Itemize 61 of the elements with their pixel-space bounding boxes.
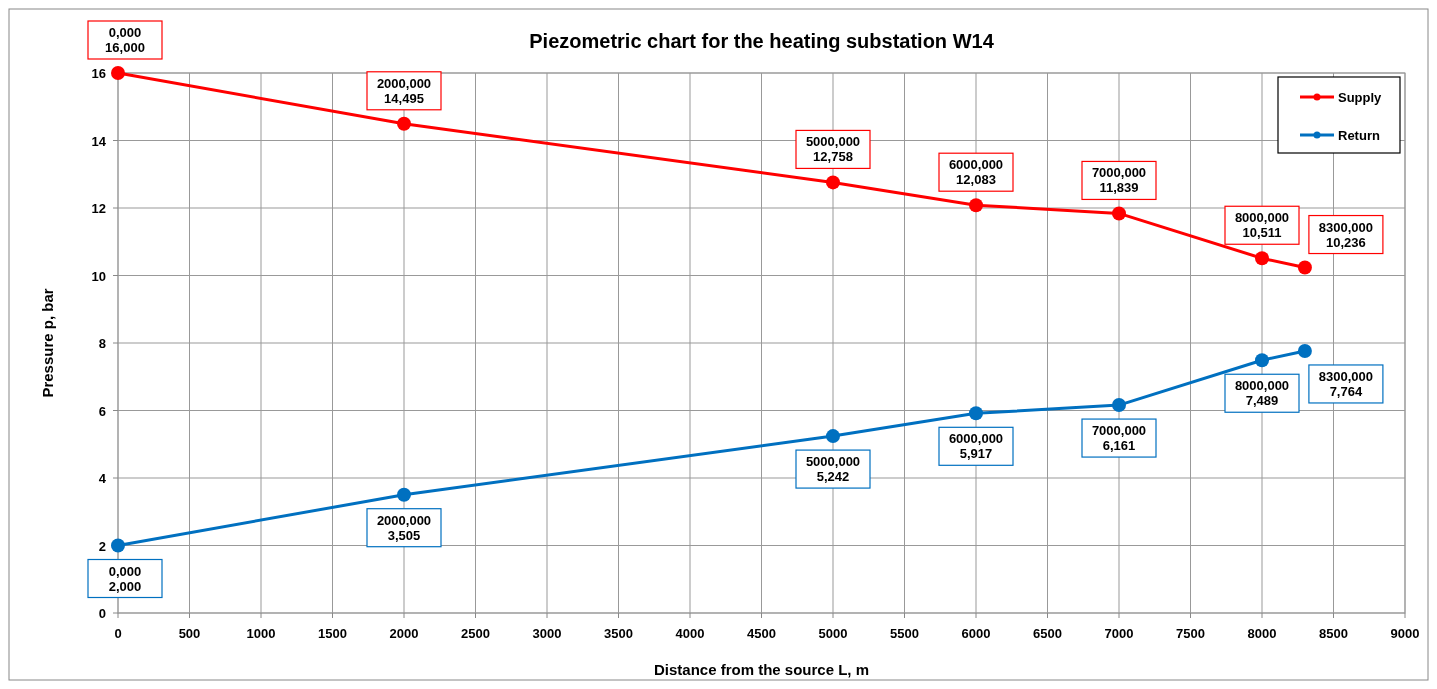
point <box>397 487 411 502</box>
x-tick-label: 8500 <box>1319 626 1348 641</box>
x-tick-label: 2500 <box>461 626 490 641</box>
y-tick-label: 4 <box>98 471 107 486</box>
x-tick-label: 4000 <box>675 626 705 641</box>
point <box>397 116 411 131</box>
point <box>969 406 983 421</box>
point <box>969 198 983 213</box>
x-tick-label: 2000 <box>389 626 419 641</box>
point <box>1255 353 1269 368</box>
y-tick-label: 6 <box>98 403 106 419</box>
point <box>1112 398 1126 413</box>
y-tick-label: 10 <box>91 268 106 284</box>
x-axis-title: Distance from the source L, m <box>653 661 870 678</box>
y-axis-title: Pressure p, bar <box>39 288 56 398</box>
data-label: 6000,000 5,917 <box>948 431 1004 462</box>
data-label: 0,000 2,000 <box>108 563 142 594</box>
point <box>111 538 125 553</box>
chart-title: Piezometric chart for the heating substation W14 <box>529 30 995 52</box>
x-tick-label: 4500 <box>747 626 776 641</box>
x-tick-label: 5000 <box>818 626 848 641</box>
x-tick-label: 500 <box>178 626 201 641</box>
data-label: 8000,000 7,489 <box>1234 378 1290 409</box>
point <box>826 175 840 190</box>
data-label: 5000,000 5,242 <box>805 454 861 485</box>
y-tick-label: 2 <box>98 538 106 554</box>
x-tick-label: 1500 <box>318 626 347 641</box>
x-tick-label: 7500 <box>1176 626 1205 641</box>
x-tick-label: 0 <box>114 626 122 641</box>
point <box>111 66 125 80</box>
legend-label: Return <box>1338 128 1380 143</box>
data-label: 5000,000 12,758 <box>805 134 861 165</box>
point <box>826 429 840 444</box>
legend-label: Supply <box>1338 90 1383 105</box>
x-tick-label: 7000 <box>1104 626 1134 641</box>
point <box>1112 206 1126 221</box>
y-tick-label: 16 <box>91 66 106 81</box>
data-label: 8300,000 10,236 <box>1318 219 1374 250</box>
data-label: 8300,000 7,764 <box>1318 368 1374 399</box>
data-label: 6000,000 12,083 <box>948 157 1004 188</box>
data-label: 8000,000 10,511 <box>1234 210 1290 241</box>
x-tick-label: 3500 <box>604 626 633 641</box>
data-label: 0,000 16,000 <box>105 25 145 55</box>
y-tick-label: 8 <box>98 336 106 351</box>
point <box>1255 251 1269 266</box>
data-label: 7000,000 6,161 <box>1091 423 1147 454</box>
x-tick-label: 3000 <box>532 626 562 641</box>
x-tick-label: 8000 <box>1247 626 1277 641</box>
data-label: 2000,000 3,505 <box>376 512 432 543</box>
y-tick-label: 0 <box>98 606 106 621</box>
y-tick-label: 14 <box>91 133 107 149</box>
data-label: 2000,000 14,495 <box>376 75 432 106</box>
x-tick-label: 6500 <box>1033 626 1062 641</box>
y-tick-label: 12 <box>91 201 106 216</box>
x-tick-label: 6000 <box>961 626 991 641</box>
x-tick-label: 9000 <box>1390 626 1420 641</box>
point <box>1297 260 1312 275</box>
data-label: 7000,000 11,839 <box>1091 165 1147 196</box>
x-tick-label: 1000 <box>246 626 276 641</box>
x-tick-label: 5500 <box>890 626 919 641</box>
point <box>1297 343 1312 358</box>
